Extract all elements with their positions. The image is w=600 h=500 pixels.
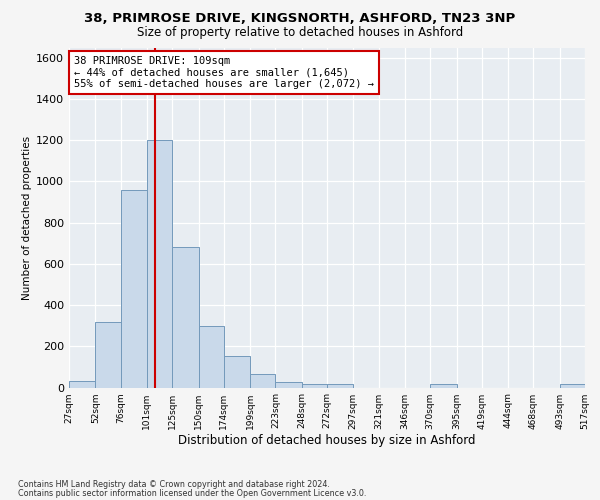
Bar [560,384,585,388]
X-axis label: Distribution of detached houses by size in Ashford: Distribution of detached houses by size … [178,434,476,448]
Text: 38 PRIMROSE DRIVE: 109sqm
← 44% of detached houses are smaller (1,645)
55% of se: 38 PRIMROSE DRIVE: 109sqm ← 44% of detac… [74,56,374,89]
Bar [327,384,353,388]
Y-axis label: Number of detached properties: Number of detached properties [22,136,32,300]
Text: 38, PRIMROSE DRIVE, KINGSNORTH, ASHFORD, TN23 3NP: 38, PRIMROSE DRIVE, KINGSNORTH, ASHFORD,… [85,12,515,26]
Text: Contains HM Land Registry data © Crown copyright and database right 2024.: Contains HM Land Registry data © Crown c… [18,480,330,489]
Bar [275,382,302,388]
Bar [147,140,172,388]
Bar [199,326,224,388]
Text: Size of property relative to detached houses in Ashford: Size of property relative to detached ho… [137,26,463,39]
Bar [121,190,147,388]
Bar [430,384,457,388]
Bar [250,374,275,388]
Text: Contains public sector information licensed under the Open Government Licence v3: Contains public sector information licen… [18,488,367,498]
Bar [224,356,250,388]
Bar [172,248,199,388]
Bar [69,382,95,388]
Bar [302,384,327,388]
Bar [95,322,121,388]
